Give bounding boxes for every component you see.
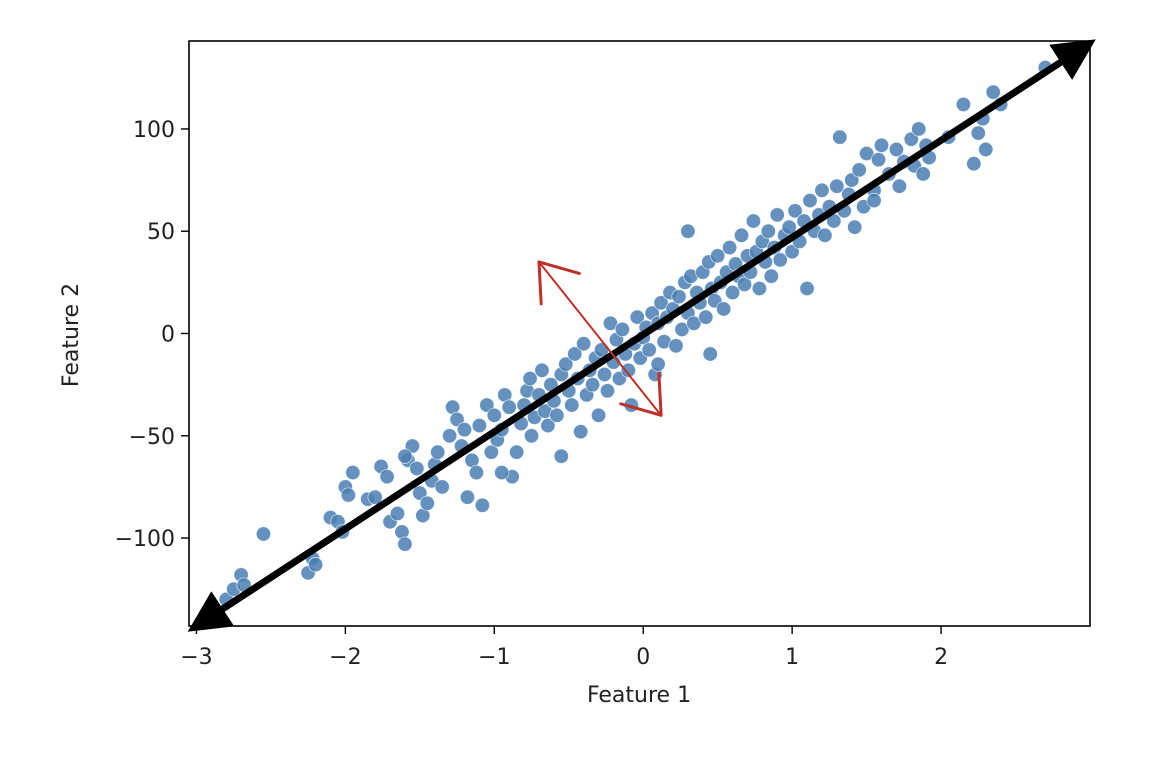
data-point <box>888 141 904 158</box>
data-point <box>891 178 907 194</box>
data-point <box>307 557 324 573</box>
data-point <box>442 428 458 444</box>
y-tick-label: −50 <box>129 425 175 450</box>
data-point <box>599 383 616 399</box>
data-point <box>573 424 589 440</box>
x-tick-label: −3 <box>180 645 212 670</box>
data-point <box>584 377 601 393</box>
x-tick-label: 1 <box>785 645 799 670</box>
data-point <box>955 96 972 113</box>
secondary-axis-line <box>538 261 662 416</box>
principal-axis-arrow <box>187 39 1096 632</box>
data-point <box>866 192 882 209</box>
secondary-axis-arrow <box>537 260 663 417</box>
data-point <box>430 444 446 460</box>
data-point <box>419 495 435 511</box>
y-tick-label: 100 <box>133 118 175 143</box>
x-tick-label: 0 <box>636 645 650 670</box>
data-point <box>379 469 395 485</box>
data-point <box>814 182 830 198</box>
data-point <box>576 336 592 352</box>
y-tick-label: −100 <box>115 527 175 552</box>
data-point <box>468 464 485 481</box>
data-point <box>397 448 413 464</box>
data-point <box>745 213 762 229</box>
x-tick-label: −2 <box>329 645 361 670</box>
data-point <box>978 141 994 158</box>
y-tick-label: 0 <box>161 323 175 348</box>
data-point <box>832 129 848 145</box>
x-axis-label: Feature 1 <box>587 683 691 708</box>
data-point <box>680 223 696 239</box>
data-point <box>851 162 867 178</box>
x-tick-label: −1 <box>478 645 510 670</box>
data-point <box>915 166 931 182</box>
secondary-axis-arrowhead-end <box>537 260 581 306</box>
data-point <box>671 289 687 305</box>
data-point <box>966 156 982 172</box>
data-point <box>970 125 986 141</box>
data-point <box>799 280 815 297</box>
data-point <box>873 137 890 153</box>
data-point <box>698 309 714 325</box>
data-point <box>434 479 450 495</box>
data-point <box>716 301 732 317</box>
data-point <box>474 497 490 513</box>
x-axis-ticks: −3 −2 −1 0 1 2 <box>180 626 948 670</box>
data-point <box>459 489 476 505</box>
data-point <box>702 346 718 362</box>
data-point <box>486 407 502 423</box>
data-point <box>802 192 818 209</box>
data-point <box>668 338 684 354</box>
data-point <box>523 428 540 444</box>
data-point <box>641 342 657 358</box>
data-point <box>397 536 413 552</box>
data-point <box>870 152 887 168</box>
data-point <box>509 444 525 460</box>
data-point <box>564 397 580 413</box>
data-point <box>911 121 927 137</box>
data-point <box>345 464 361 481</box>
data-point <box>534 362 550 378</box>
data-point <box>614 321 630 338</box>
data-point <box>456 422 473 438</box>
data-point <box>409 460 425 477</box>
data-point <box>985 84 1001 100</box>
data-point <box>596 366 613 383</box>
data-point <box>847 219 863 235</box>
data-point <box>255 526 272 542</box>
secondary-axis-arrowhead-start <box>619 371 663 417</box>
data-point <box>760 223 776 239</box>
data-point <box>751 280 767 297</box>
data-point <box>763 268 779 284</box>
data-point <box>733 227 750 243</box>
data-point <box>340 487 356 503</box>
data-point <box>769 207 785 223</box>
data-point <box>590 407 607 423</box>
data-point <box>549 407 565 423</box>
data-point <box>721 239 738 256</box>
data-point <box>501 399 517 415</box>
data-point <box>389 505 406 522</box>
y-tick-label: 50 <box>147 220 175 245</box>
data-point <box>471 417 488 434</box>
data-point <box>817 227 833 243</box>
points-layer <box>218 59 1053 608</box>
y-axis-ticks: −100 −50 0 50 100 <box>115 118 189 552</box>
data-point <box>650 356 666 372</box>
data-point <box>553 448 569 464</box>
data-point <box>494 464 510 481</box>
y-axis-label: Feature 2 <box>59 283 84 387</box>
x-tick-label: 2 <box>934 645 948 670</box>
